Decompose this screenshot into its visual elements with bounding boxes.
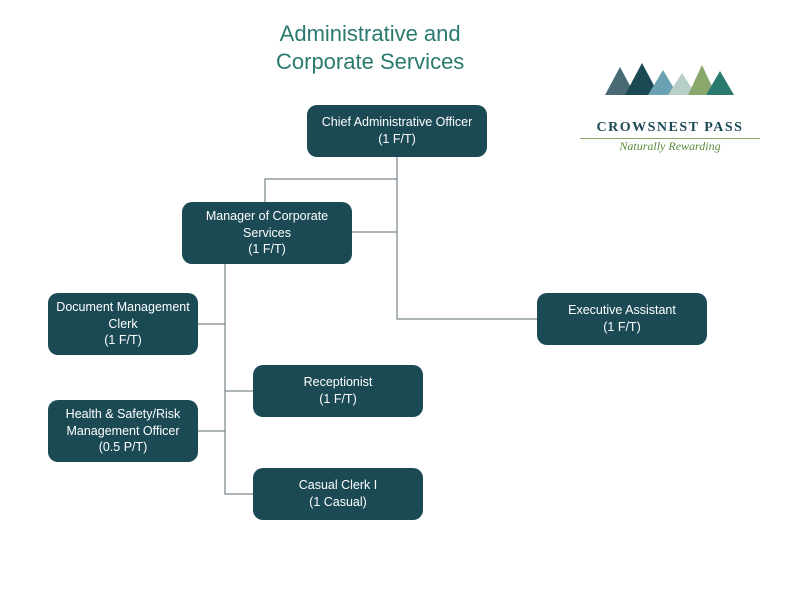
node-exec-sub: (1 F/T) bbox=[603, 320, 641, 334]
logo-peaks-icon bbox=[580, 55, 760, 115]
node-mcs-sub: (1 F/T) bbox=[248, 242, 286, 256]
node-hsr-title: Health & Safety/Risk Management Officer bbox=[66, 407, 181, 438]
node-recep-sub: (1 F/T) bbox=[319, 392, 357, 406]
node-recep-title: Receptionist bbox=[304, 375, 373, 389]
node-cc1: Casual Clerk I (1 Casual) bbox=[253, 468, 423, 520]
node-exec-title: Executive Assistant bbox=[568, 303, 676, 317]
node-cc1-title: Casual Clerk I bbox=[299, 478, 378, 492]
node-cao-sub: (1 F/T) bbox=[378, 132, 416, 146]
node-dmc-title: Document Management Clerk bbox=[56, 300, 189, 331]
node-cc1-sub: (1 Casual) bbox=[309, 495, 367, 509]
node-hsr: Health & Safety/Risk Management Officer … bbox=[48, 400, 198, 462]
page-title: Administrative and Corporate Services bbox=[276, 20, 464, 75]
node-cao: Chief Administrative Officer (1 F/T) bbox=[307, 105, 487, 157]
node-recep: Receptionist (1 F/T) bbox=[253, 365, 423, 417]
node-mcs-title: Manager of Corporate Services bbox=[206, 209, 328, 240]
node-dmc: Document Management Clerk (1 F/T) bbox=[48, 293, 198, 355]
logo-text: CROWSNEST PASS Naturally Rewarding bbox=[580, 120, 760, 154]
node-mcs: Manager of Corporate Services (1 F/T) bbox=[182, 202, 352, 264]
node-dmc-sub: (1 F/T) bbox=[104, 333, 142, 347]
node-cao-title: Chief Administrative Officer bbox=[322, 115, 473, 129]
title-line2: Corporate Services bbox=[276, 49, 464, 74]
title-line1: Administrative and bbox=[280, 21, 461, 46]
node-hsr-sub: (0.5 P/T) bbox=[99, 440, 148, 454]
logo-sub: Naturally Rewarding bbox=[580, 138, 760, 154]
logo: CROWSNEST PASS Naturally Rewarding bbox=[580, 55, 760, 154]
node-exec: Executive Assistant (1 F/T) bbox=[537, 293, 707, 345]
logo-main: CROWSNEST PASS bbox=[580, 120, 760, 136]
